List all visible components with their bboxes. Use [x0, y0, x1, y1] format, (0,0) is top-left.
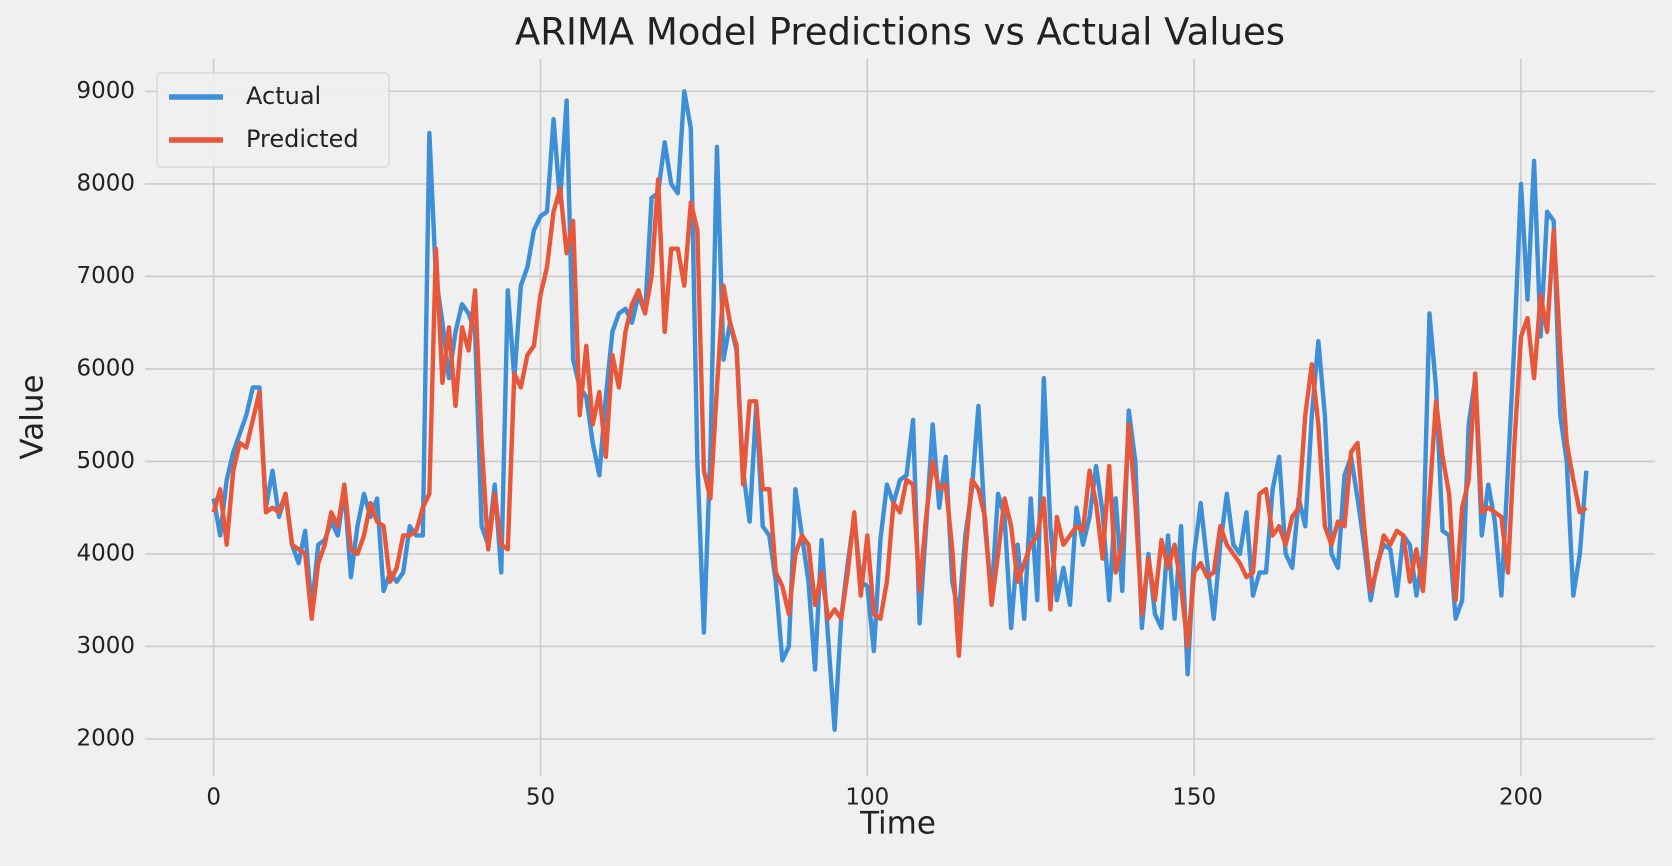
y-tick-label: 2000 [76, 725, 135, 751]
y-axis-label: Value [15, 374, 51, 459]
y-tick-label: 9000 [76, 78, 135, 104]
y-tick-label: 7000 [76, 263, 135, 289]
x-tick-label: 0 [206, 785, 221, 811]
y-tick-label: 4000 [76, 540, 135, 566]
x-axis-label: Time [859, 806, 936, 842]
legend-label: Actual [246, 82, 321, 110]
x-tick-label: 100 [845, 785, 889, 811]
x-tick-label: 50 [526, 785, 555, 811]
data-line [211, 89, 1589, 732]
y-tick-label: 5000 [76, 448, 135, 474]
x-tick-label: 200 [1499, 785, 1543, 811]
data-line [211, 177, 1588, 658]
y-tick-label: 6000 [76, 355, 135, 381]
grid: 2000 3000 4000 5000 6000 7000 8000 9000 0 50 100 15… [76, 59, 1655, 811]
legend: Actual Predicted [156, 72, 390, 168]
lines [211, 89, 1589, 732]
y-tick-label: 8000 [76, 170, 135, 196]
x-tick-label: 150 [1172, 785, 1216, 811]
y-tick-label: 3000 [76, 633, 135, 659]
legend-label: Predicted [246, 125, 359, 153]
chart-title: ARIMA Model Predictions vs Actual Values [515, 11, 1285, 54]
